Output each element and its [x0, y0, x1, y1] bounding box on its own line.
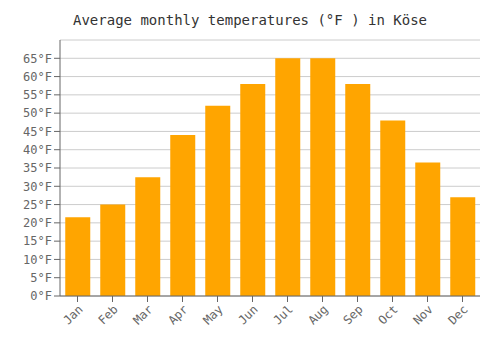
- svg-text:Jan: Jan: [60, 302, 85, 327]
- html-text:Average monthly temperatures (: Average monthly temperatures (°F ) in Kö…: [73, 12, 427, 28]
- svg-text:55°F: 55°F: [23, 88, 52, 102]
- svg-text:Jun: Jun: [235, 302, 260, 327]
- svg-text:Feb: Feb: [95, 302, 120, 327]
- svg-text:65°F: 65°F: [23, 52, 52, 66]
- svg-text:60°F: 60°F: [23, 70, 52, 84]
- svg-text:Sep: Sep: [340, 302, 365, 327]
- svg-text:Nov: Nov: [410, 302, 435, 327]
- svg-text:Dec: Dec: [445, 302, 470, 327]
- svg-text:15°F: 15°F: [23, 234, 52, 248]
- svg-text:Mar: Mar: [130, 302, 155, 327]
- svg-text:Aug: Aug: [305, 302, 330, 327]
- svg-text:Oct: Oct: [375, 302, 400, 327]
- svg-text:0°F: 0°F: [30, 289, 52, 303]
- svg-text:May: May: [200, 302, 225, 327]
- svg-text:40°F: 40°F: [23, 143, 52, 157]
- svg-text:Jul: Jul: [270, 302, 295, 327]
- svg-text:20°F: 20°F: [23, 216, 52, 230]
- svg-text:45°F: 45°F: [23, 125, 52, 139]
- svg-text:5°F: 5°F: [30, 271, 52, 285]
- svg-text:25°F: 25°F: [23, 198, 52, 212]
- svg-text:30°F: 30°F: [23, 180, 52, 194]
- svg-text:10°F: 10°F: [23, 253, 52, 267]
- svg-text:35°F: 35°F: [23, 161, 52, 175]
- svg-text:50°F: 50°F: [23, 106, 52, 120]
- svg-text:Apr: Apr: [165, 302, 190, 327]
